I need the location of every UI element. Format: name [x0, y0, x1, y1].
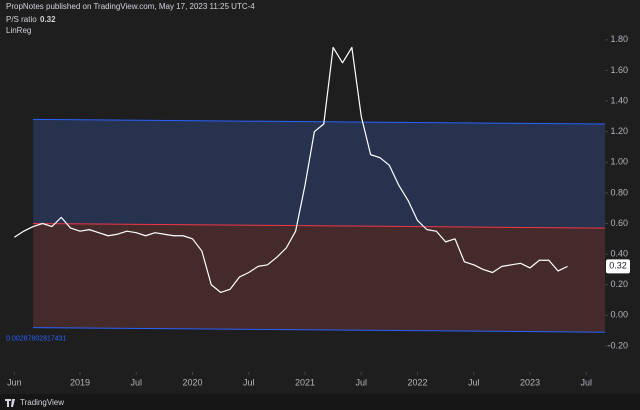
x-tick-label: 2019	[70, 377, 90, 387]
logo	[5, 399, 15, 407]
indicator-label: LinReg	[6, 26, 31, 35]
y-tick-label: 0.40	[610, 248, 628, 258]
x-tick-label: 2023	[520, 377, 540, 387]
channel-upper-fill	[33, 119, 605, 229]
y-tick-label: 1.80	[610, 34, 628, 44]
series-label: P/S ratio	[6, 15, 37, 24]
footer: TradingView	[20, 398, 64, 407]
x-tick-label: Jul	[243, 377, 255, 387]
y-tick-label: 1.40	[610, 95, 628, 105]
x-tick-label: 2022	[407, 377, 427, 387]
y-tick-label: 0.60	[610, 218, 628, 228]
x-tick-label: Jul	[130, 377, 142, 387]
x-tick-label: Jun	[7, 377, 22, 387]
x-tick-label: Jul	[468, 377, 480, 387]
series-value: 0.32	[40, 15, 56, 24]
y-tick-label: -0.20	[607, 340, 628, 350]
x-tick-label: Jul	[580, 377, 592, 387]
slope-label: 0.00287802817431	[6, 335, 66, 342]
current-value-label: 0.32	[609, 261, 627, 271]
channel-lower-fill	[33, 223, 605, 333]
x-tick-label: 2021	[295, 377, 315, 387]
footer-bar	[0, 394, 640, 410]
plot-area: 0.00287802817431	[6, 46, 606, 342]
x-tick-label: Jul	[355, 377, 367, 387]
header: PropNotes published on TradingView.com, …	[6, 2, 255, 11]
price-line	[14, 46, 568, 293]
y-tick-label: 1.00	[610, 157, 628, 167]
y-tick-label: 0.00	[610, 310, 628, 320]
y-tick-label: 0.20	[610, 279, 628, 289]
regression-lower	[33, 327, 606, 333]
regression-middle	[33, 223, 606, 229]
y-tick-label: 0.80	[610, 187, 628, 197]
regression-upper	[33, 118, 606, 125]
y-tick-label: 1.60	[610, 65, 628, 75]
current-value-box	[606, 259, 630, 274]
y-tick-label: 1.20	[610, 126, 628, 136]
x-tick-label: 2020	[182, 377, 202, 387]
